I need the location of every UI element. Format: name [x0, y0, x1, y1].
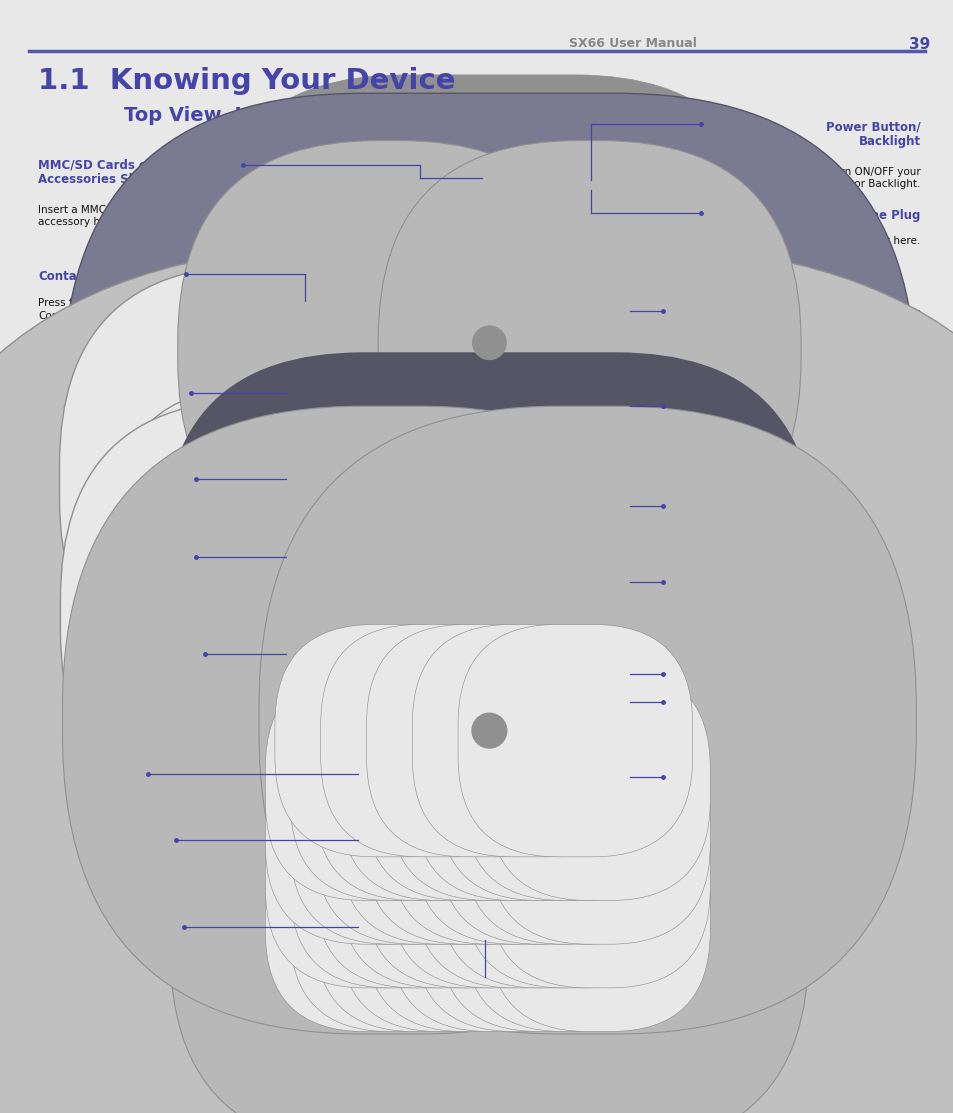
Text: Record: Record [38, 390, 85, 403]
FancyBboxPatch shape [488, 711, 709, 944]
Text: Power Button/
Backlight: Power Button/ Backlight [825, 120, 920, 148]
FancyBboxPatch shape [339, 756, 560, 988]
Text: Plug the headset here.: Plug the headset here. [801, 236, 920, 246]
Text: Infrared Port: Infrared Port [38, 651, 125, 664]
FancyBboxPatch shape [203, 75, 775, 495]
FancyBboxPatch shape [463, 668, 684, 900]
FancyBboxPatch shape [111, 386, 427, 715]
FancyBboxPatch shape [314, 799, 536, 1032]
FancyBboxPatch shape [320, 624, 555, 857]
FancyBboxPatch shape [364, 799, 585, 1032]
FancyBboxPatch shape [488, 799, 709, 1032]
FancyBboxPatch shape [339, 799, 560, 1032]
Text: Press to end a call.: Press to end a call. [821, 726, 920, 736]
FancyBboxPatch shape [389, 711, 610, 944]
FancyBboxPatch shape [414, 668, 635, 900]
Text: Press for quick access to
Contacts.: Press for quick access to Contacts. [38, 298, 167, 321]
FancyBboxPatch shape [414, 711, 635, 944]
FancyBboxPatch shape [314, 711, 536, 944]
Text: Messaging: Messaging [38, 924, 109, 937]
FancyBboxPatch shape [265, 668, 486, 900]
Text: Start: Start [38, 770, 71, 784]
FancyBboxPatch shape [63, 406, 719, 1034]
FancyBboxPatch shape [177, 476, 598, 900]
FancyBboxPatch shape [0, 0, 622, 1113]
FancyBboxPatch shape [155, 474, 822, 889]
FancyBboxPatch shape [412, 624, 646, 857]
Text: Press to display the
program menu.: Press to display the program menu. [38, 797, 140, 819]
FancyBboxPatch shape [290, 711, 511, 944]
Text: Calendar: Calendar [861, 403, 920, 416]
Text: QWERTY Keyboard: QWERTY Keyboard [438, 979, 561, 993]
FancyBboxPatch shape [111, 412, 427, 739]
FancyBboxPatch shape [488, 668, 709, 900]
Text: Press to enter letter/
symbol.: Press to enter letter/ symbol. [438, 1006, 546, 1028]
Text: 39: 39 [908, 37, 929, 51]
FancyBboxPatch shape [153, 476, 574, 900]
FancyBboxPatch shape [0, 246, 953, 1113]
Circle shape [388, 174, 413, 198]
Circle shape [472, 326, 505, 359]
FancyBboxPatch shape [457, 624, 692, 857]
Text: Speaker: Speaker [865, 307, 920, 321]
Text: Press  for  quick  access  to
E-mail or SMS messages.: Press for quick access to E-mail or SMS … [38, 951, 180, 973]
FancyBboxPatch shape [339, 668, 560, 900]
FancyBboxPatch shape [389, 799, 610, 1032]
FancyBboxPatch shape [389, 756, 610, 988]
FancyBboxPatch shape [60, 400, 477, 830]
FancyBboxPatch shape [438, 711, 659, 944]
Circle shape [545, 179, 558, 193]
Text: Press to move up/down
and left/right through any
of the drop-down menus
or progr: Press to move up/down and left/right thr… [779, 800, 920, 885]
Text: Insert a MMC/SD card or a SDIO
accessory here.: Insert a MMC/SD card or a SDIO accessory… [38, 205, 203, 227]
FancyBboxPatch shape [364, 668, 585, 900]
Circle shape [379, 165, 421, 207]
Text: Enables you to exchange
file(s) or data with other
devices without cables or
wir: Enables you to exchange file(s) or data … [38, 678, 172, 725]
FancyBboxPatch shape [463, 756, 684, 988]
FancyBboxPatch shape [59, 265, 478, 698]
FancyBboxPatch shape [162, 353, 816, 858]
FancyBboxPatch shape [389, 668, 610, 900]
Text: Multimedia: Multimedia [38, 553, 112, 567]
FancyBboxPatch shape [290, 799, 511, 1032]
FancyBboxPatch shape [463, 799, 684, 1032]
Circle shape [538, 173, 565, 199]
Text: 1.1  Knowing Your Device: 1.1 Knowing Your Device [38, 67, 456, 95]
Circle shape [456, 699, 521, 762]
FancyBboxPatch shape [438, 799, 659, 1032]
FancyBboxPatch shape [170, 736, 808, 1113]
FancyBboxPatch shape [231, 16, 717, 433]
FancyBboxPatch shape [414, 756, 635, 988]
Text: Navigation Pad: Navigation Pad [819, 774, 920, 787]
Text: Touch Screen: Touch Screen [832, 503, 920, 516]
Text: Press for quick access
to Calendar.: Press for quick access to Calendar. [804, 430, 920, 452]
FancyBboxPatch shape [0, 0, 828, 1113]
FancyBboxPatch shape [377, 140, 801, 561]
FancyBboxPatch shape [290, 756, 511, 988]
Text: Volume: Volume [38, 475, 87, 489]
FancyBboxPatch shape [438, 756, 659, 988]
FancyBboxPatch shape [366, 624, 600, 857]
FancyBboxPatch shape [339, 711, 560, 944]
Text: End: End [895, 699, 920, 712]
FancyBboxPatch shape [239, 651, 356, 742]
Text: Press to answer an incoming
call or to dial a number.: Press to answer an incoming call or to d… [38, 864, 188, 886]
Circle shape [288, 382, 308, 401]
Text: Earphone Plug: Earphone Plug [823, 209, 920, 223]
Text: OK/Close: OK/Close [861, 671, 920, 684]
FancyBboxPatch shape [438, 668, 659, 900]
FancyBboxPatch shape [274, 624, 509, 857]
Text: Talk/Send: Talk/Send [38, 837, 102, 850]
FancyBboxPatch shape [364, 756, 585, 988]
FancyBboxPatch shape [221, 0, 726, 400]
FancyBboxPatch shape [364, 711, 585, 944]
FancyBboxPatch shape [289, 476, 709, 900]
FancyBboxPatch shape [290, 668, 511, 900]
Circle shape [441, 295, 537, 391]
FancyBboxPatch shape [314, 668, 536, 900]
FancyBboxPatch shape [266, 476, 686, 900]
Text: Contacts: Contacts [38, 270, 96, 284]
Text: Press to record a voice note or
to launch voice commander.: Press to record a voice note or to launc… [38, 417, 197, 440]
FancyBboxPatch shape [221, 476, 641, 900]
